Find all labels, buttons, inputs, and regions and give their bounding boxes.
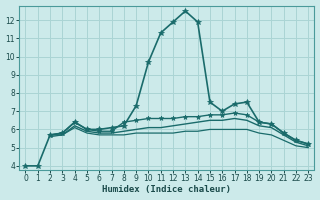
X-axis label: Humidex (Indice chaleur): Humidex (Indice chaleur) [102, 185, 231, 194]
